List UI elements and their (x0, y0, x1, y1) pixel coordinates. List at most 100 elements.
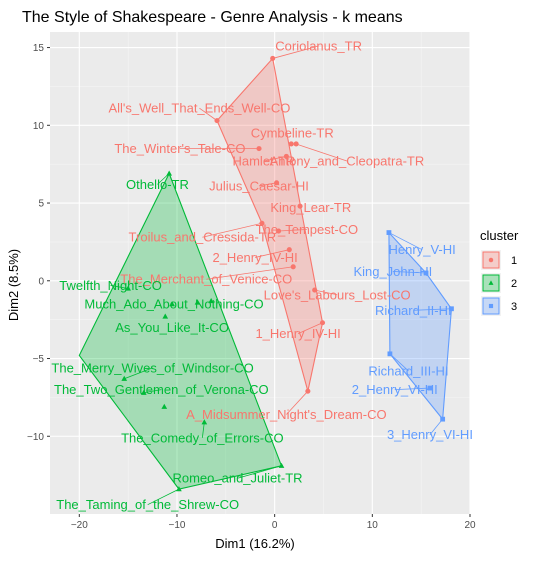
point-label: 1_Henry_IV-HI (255, 326, 340, 341)
legend-item-label: 1 (511, 255, 517, 267)
cluster-2-point (169, 301, 175, 307)
legend-key-marker (488, 257, 494, 263)
label-connector (394, 387, 430, 391)
cluster-3-point (423, 270, 429, 276)
point-label: All's_Well_That_Ends_Well-CO (108, 101, 290, 116)
point-label: 3_Henry_VI-HI (387, 427, 473, 442)
point-label: King_John-HI (353, 264, 432, 279)
point-label: Richard_II-HI (375, 303, 452, 318)
label-connector (286, 390, 309, 415)
point-label: Troilus_and_Cressida-TR (129, 230, 277, 245)
point-label: Twelfth_Night-CO (59, 278, 162, 293)
point-label: The_Merchant_of_Venice-CO (120, 272, 292, 287)
label-connector (272, 45, 319, 59)
cluster-2-point (140, 389, 147, 395)
cluster-2-point (278, 462, 285, 468)
cluster-1-point (288, 141, 294, 147)
cluster-1-point (305, 388, 311, 394)
point-label: The_Comedy_of_Errors-CO (121, 430, 284, 445)
label-connector (255, 249, 290, 258)
label-connector (143, 389, 162, 394)
cluster-3-hull (388, 231, 453, 421)
x-tick-label: 10 (367, 520, 379, 531)
y-tick-label: 15 (33, 43, 45, 54)
point-label: A_Midsummer_Night's_Dream-CO (186, 407, 386, 422)
label-connector (429, 418, 443, 435)
cluster-1-point (312, 287, 318, 293)
label-connector (297, 322, 323, 335)
cluster-1-point (270, 55, 276, 61)
data-points (121, 55, 454, 492)
cluster-2-point (201, 419, 208, 425)
cluster-1-point (319, 320, 326, 326)
legend-key-marker (488, 280, 494, 285)
cluster-2-point (194, 299, 201, 305)
cluster-2-point (176, 486, 182, 492)
x-tick-label: 20 (464, 520, 476, 531)
y-tick-label: 10 (33, 121, 45, 132)
point-label: Henry_V-HI (389, 242, 456, 257)
point-label: As_You_Like_It-CO (115, 320, 229, 335)
x-axis-ticks: −20 −10 0 10 20 (71, 514, 476, 531)
cluster-3-point (440, 416, 446, 422)
point-label: The_Tempest-CO (256, 222, 359, 237)
point-label: Antony_and_Cleopatra-TR (270, 154, 425, 169)
point-label: Julius_Caesar-HI (209, 178, 309, 193)
y-tick-label: −5 (33, 354, 45, 365)
cluster-3-point (449, 306, 454, 312)
label-connector (296, 143, 348, 162)
cluster-1-point (274, 180, 280, 186)
cluster-2-point (162, 313, 169, 319)
point-label: Love's_Labours_Lost-CO (264, 287, 411, 302)
chart-title: The Style of Shakespeare - Genre Analysi… (22, 9, 403, 26)
point-label: 2_Henry_IV-HI (212, 250, 297, 265)
label-connector (278, 229, 307, 232)
label-connector (314, 289, 338, 296)
y-tick-label: 5 (38, 199, 44, 210)
cluster-1-point (276, 228, 282, 234)
y-axis-label: Dim2 (8.5%) (6, 249, 21, 321)
y-axis-ticks: −10 −5 0 5 10 15 (27, 43, 50, 443)
x-tick-label: −20 (71, 520, 88, 531)
cluster-2-point (161, 403, 168, 409)
cluster-3-point (427, 385, 433, 391)
cluster-1-point (290, 264, 296, 270)
cluster-1-hull (216, 57, 324, 392)
cluster-3-point (387, 351, 393, 357)
label-connector (237, 465, 282, 479)
point-label: The_Two_Gentlemen_of_Verona-CO (54, 382, 269, 397)
label-connector (124, 367, 153, 380)
point-label: Romeo_and_Juliet-TR (172, 471, 302, 486)
legend-item-label: 3 (511, 301, 517, 313)
point-label: Hamlet-TR (232, 154, 295, 169)
label-connector (389, 353, 409, 372)
cluster-2-point (125, 285, 131, 291)
point-label: The_Winter's_Tale-CO (114, 141, 245, 156)
point-label: The_Merry_Wives_of_Windsor-CO (51, 360, 253, 375)
legend-title: cluster (480, 228, 519, 243)
label-connector (110, 285, 129, 289)
cluster-1-point (214, 118, 220, 124)
cluster-1-point (256, 146, 262, 152)
point-label: The_Taming_of_the_Shrew-CO (56, 497, 239, 512)
label-connector (392, 271, 427, 274)
label-connector (206, 266, 294, 280)
cluster-1-point (286, 247, 292, 253)
label-connector (202, 222, 263, 238)
cluster-1-point (297, 203, 303, 209)
cluster-2-point (208, 297, 215, 304)
x-tick-label: 0 (272, 520, 278, 531)
label-connector (413, 308, 452, 311)
label-connectors (110, 45, 452, 506)
grid-lines (50, 32, 471, 514)
y-tick-label: 0 (38, 276, 44, 287)
point-label: Cymbeline-TR (251, 126, 334, 141)
label-connector (199, 107, 218, 121)
legend-key-marker (488, 303, 494, 309)
label-connector (201, 422, 205, 438)
x-axis-label: Dim1 (16.2%) (215, 536, 294, 551)
label-connector (147, 488, 180, 506)
cluster-1-point (259, 220, 265, 226)
cluster-2-point (121, 375, 128, 381)
cluster-3-point (386, 230, 392, 235)
